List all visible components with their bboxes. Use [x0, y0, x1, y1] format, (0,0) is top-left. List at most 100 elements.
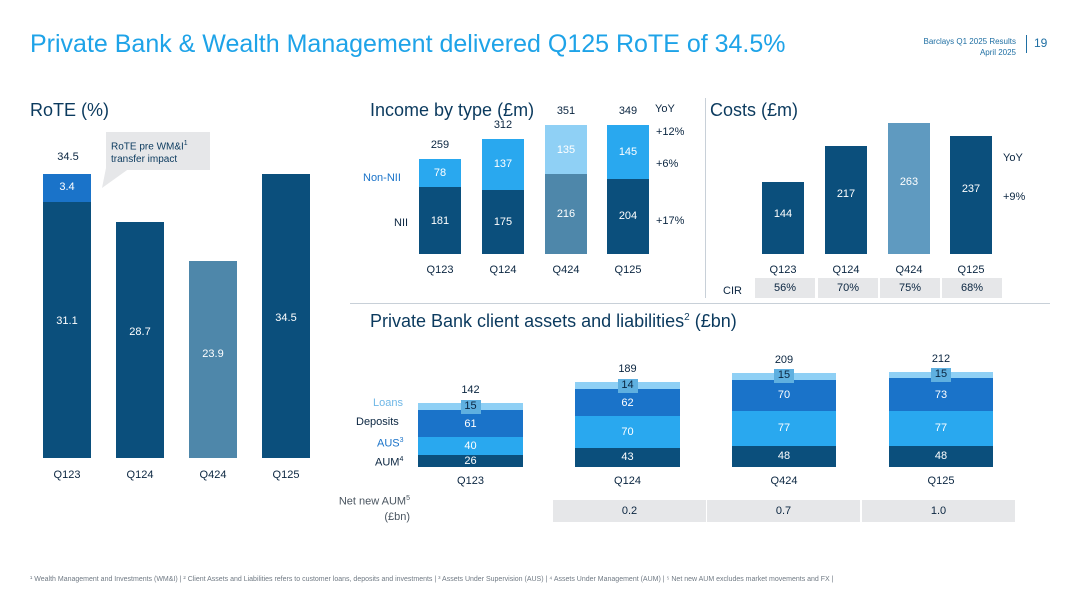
costs-title: Costs (£m)	[710, 100, 799, 120]
costs-x-label: Q123	[769, 264, 797, 276]
nna-value: 0.7	[707, 500, 860, 522]
brand-block: Barclays Q1 2025 Results April 2025	[924, 36, 1017, 58]
cir-label: CIR	[723, 285, 742, 297]
income-total-label: 351	[556, 104, 576, 117]
assets-deposits-bar	[418, 410, 523, 438]
cir-value: 56%	[755, 278, 815, 298]
assets-deposits-label: 73	[934, 388, 948, 401]
cir-value: 70%	[818, 278, 878, 298]
nna-value: 1.0	[862, 500, 1015, 522]
income-non-nii-bar	[482, 139, 524, 190]
rote-value-label: 23.9	[202, 347, 224, 360]
rote-transfer-label: 3.4	[59, 181, 75, 193]
rote-bar-q424	[189, 261, 237, 458]
assets-aus-label: 77	[934, 422, 948, 435]
costs-bar-q123	[762, 182, 804, 254]
assets-title-tail: (£bn)	[689, 311, 737, 331]
income-nii-bar	[419, 187, 461, 254]
brand-line-2: April 2025	[979, 48, 1016, 57]
assets-total-label: 212	[931, 352, 951, 365]
assets-title: Private Bank client assets and liabiliti…	[370, 311, 737, 332]
costs-value-label: 237	[961, 182, 981, 195]
assets-total-label: 189	[618, 363, 637, 376]
income-yoy-total: +12%	[656, 126, 685, 138]
income-nii-bar	[482, 189, 524, 254]
income-non-nii-bar	[607, 125, 649, 179]
income-yoy-non-nii: +6%	[656, 158, 679, 170]
rote-x-label: Q124	[126, 469, 154, 481]
legend-nii: NII	[394, 217, 409, 229]
costs-yoy-header: YoY	[1003, 152, 1023, 164]
rote-value-label: 28.7	[129, 325, 151, 338]
assets-deposits-label: 61	[464, 417, 477, 430]
rote-total-label: 34.5	[57, 151, 79, 163]
assets-aus-bar	[418, 437, 523, 456]
income-total-label: 349	[618, 105, 638, 118]
assets-loans-tag	[617, 378, 638, 393]
assets-loans-tag	[460, 399, 481, 414]
assets-loans-label: 15	[464, 399, 477, 412]
income-yoy-nii: +17%	[656, 215, 685, 227]
assets-aum-label: 48	[934, 450, 948, 463]
costs-bar-q424	[888, 122, 930, 254]
assets-total-label: 142	[461, 384, 480, 397]
nna-label-line-2: (£bn)	[384, 510, 410, 523]
rote-value-label: 34.5	[275, 312, 297, 324]
income-non-nii-label: 78	[433, 166, 447, 179]
assets-aum-label: 26	[464, 455, 477, 468]
assets-total-label: 209	[774, 354, 794, 366]
assets-loans-label: 14	[621, 378, 634, 391]
assets-title-sup: 2	[684, 312, 690, 323]
income-x-label: Q125	[614, 264, 642, 276]
rote-transfer-bar	[43, 174, 91, 202]
income-nii-label: 175	[493, 215, 513, 228]
callout-line-1: RoTE pre WM&I	[111, 141, 184, 153]
assets-deposits-bar	[575, 388, 680, 417]
rote-bar-q124	[116, 221, 164, 458]
costs-divider	[705, 98, 706, 298]
rote-value-label: 31.1	[56, 314, 78, 327]
assets-loans-label: 15	[934, 368, 948, 381]
legend-loans: Loans	[373, 397, 403, 409]
cir-value: 68%	[942, 278, 1002, 298]
assets-x-label: Q424	[770, 475, 798, 487]
assets-aum-label: 43	[621, 451, 634, 464]
rote-bar-q125	[262, 174, 310, 458]
costs-value-label: 144	[773, 208, 793, 221]
rote-title: RoTE (%)	[30, 100, 110, 120]
costs-bar-q125	[950, 135, 992, 254]
assets-aus-label: 77	[777, 422, 791, 435]
assets-aus-label: 40	[464, 440, 477, 453]
rote-x-label: Q125	[272, 469, 300, 481]
assets-aum-bar	[732, 445, 836, 467]
legend-aum-text: AUM	[375, 456, 400, 469]
assets-loans-label: 15	[777, 369, 791, 382]
page-number-divider	[1026, 35, 1027, 53]
income-non-nii-label: 145	[618, 146, 638, 159]
costs-bar-q124	[825, 145, 867, 254]
costs-yoy-value: +9%	[1003, 191, 1026, 203]
brand-line-1: Barclays Q1 2025 Results	[923, 37, 1017, 46]
assets-divider	[350, 303, 1050, 304]
rote-bar-q123	[43, 201, 91, 458]
rote-x-label: Q123	[53, 469, 81, 481]
assets-aum-label: 48	[777, 450, 791, 463]
assets-deposits-bar	[889, 378, 993, 412]
assets-x-label: Q123	[457, 475, 484, 487]
legend-aum: AUM4	[375, 456, 403, 469]
page-number: 19	[1034, 36, 1048, 50]
income-non-nii-bar	[545, 124, 587, 175]
income-nii-label: 181	[430, 214, 450, 227]
legend-aum-sup: 4	[399, 456, 404, 463]
assets-title-main: Private Bank client assets and liabiliti…	[370, 311, 685, 331]
assets-aus-bar	[575, 416, 680, 448]
legend-aus: AUS3	[377, 437, 404, 450]
assets-deposits-bar	[732, 379, 836, 412]
nna-label-line-1: Net new AUM	[338, 495, 407, 508]
income-x-label: Q424	[552, 264, 580, 276]
